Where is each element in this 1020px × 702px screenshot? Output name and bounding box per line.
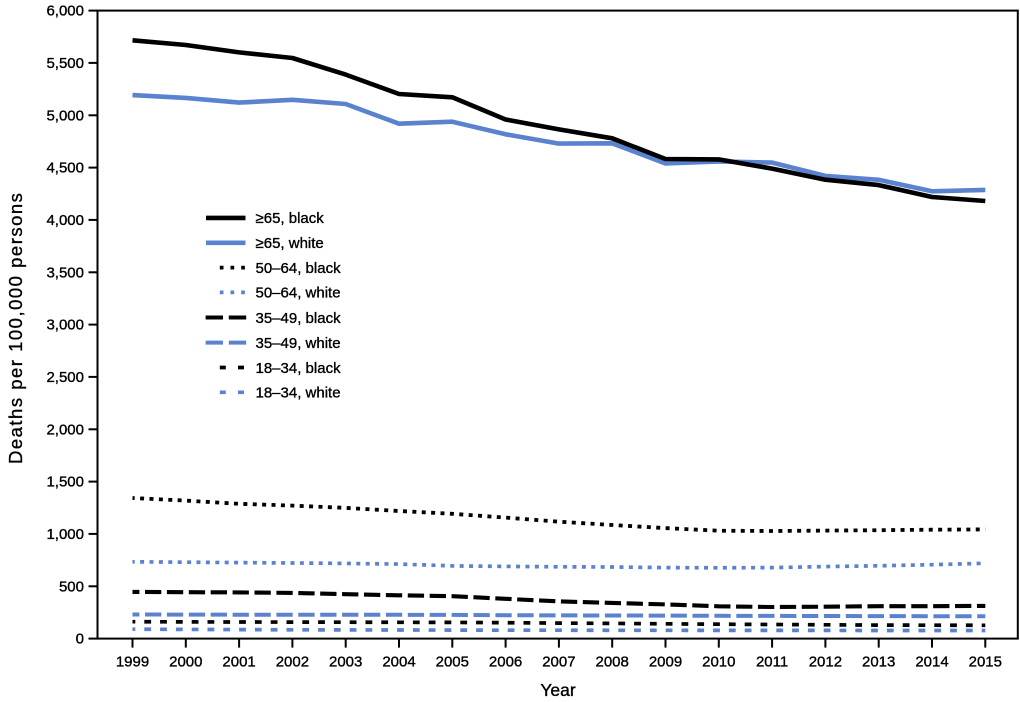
svg-text:1,000: 1,000 — [46, 526, 84, 543]
svg-text:5,500: 5,500 — [46, 55, 84, 72]
svg-text:2015: 2015 — [969, 654, 1002, 671]
svg-text:50–64, white: 50–64, white — [256, 285, 341, 302]
svg-text:2014: 2014 — [915, 654, 948, 671]
svg-text:Year: Year — [540, 680, 576, 700]
svg-text:3,000: 3,000 — [46, 317, 84, 334]
svg-text:35–49, black: 35–49, black — [256, 310, 342, 327]
svg-text:18–34, black: 18–34, black — [256, 360, 342, 377]
svg-text:50–64, black: 50–64, black — [256, 260, 342, 277]
svg-text:6,000: 6,000 — [46, 3, 84, 20]
svg-text:0: 0 — [76, 631, 84, 648]
svg-text:2007: 2007 — [542, 654, 575, 671]
svg-text:2003: 2003 — [329, 654, 362, 671]
svg-text:2002: 2002 — [276, 654, 309, 671]
svg-text:35–49, white: 35–49, white — [256, 335, 341, 352]
svg-text:2,000: 2,000 — [46, 421, 84, 438]
svg-text:2006: 2006 — [489, 654, 522, 671]
svg-text:2012: 2012 — [809, 654, 842, 671]
svg-text:2009: 2009 — [649, 654, 682, 671]
svg-text:500: 500 — [59, 578, 84, 595]
svg-text:2013: 2013 — [862, 654, 895, 671]
svg-text:Deaths per 100,000 persons: Deaths per 100,000 persons — [5, 192, 26, 464]
svg-text:≥65, white: ≥65, white — [256, 235, 324, 252]
svg-text:1999: 1999 — [116, 654, 149, 671]
svg-text:4,500: 4,500 — [46, 160, 84, 177]
svg-text:4,000: 4,000 — [46, 212, 84, 229]
svg-text:2000: 2000 — [169, 654, 202, 671]
svg-text:2008: 2008 — [596, 654, 629, 671]
svg-text:18–34, white: 18–34, white — [256, 385, 341, 402]
svg-text:3,500: 3,500 — [46, 264, 84, 281]
svg-text:2010: 2010 — [702, 654, 735, 671]
svg-text:2004: 2004 — [382, 654, 415, 671]
svg-text:≥65, black: ≥65, black — [256, 210, 325, 227]
svg-text:2005: 2005 — [436, 654, 469, 671]
svg-text:2,500: 2,500 — [46, 369, 84, 386]
svg-text:2001: 2001 — [222, 654, 255, 671]
svg-text:2011: 2011 — [756, 654, 788, 671]
svg-text:5,000: 5,000 — [46, 107, 84, 124]
svg-text:1,500: 1,500 — [46, 474, 84, 491]
